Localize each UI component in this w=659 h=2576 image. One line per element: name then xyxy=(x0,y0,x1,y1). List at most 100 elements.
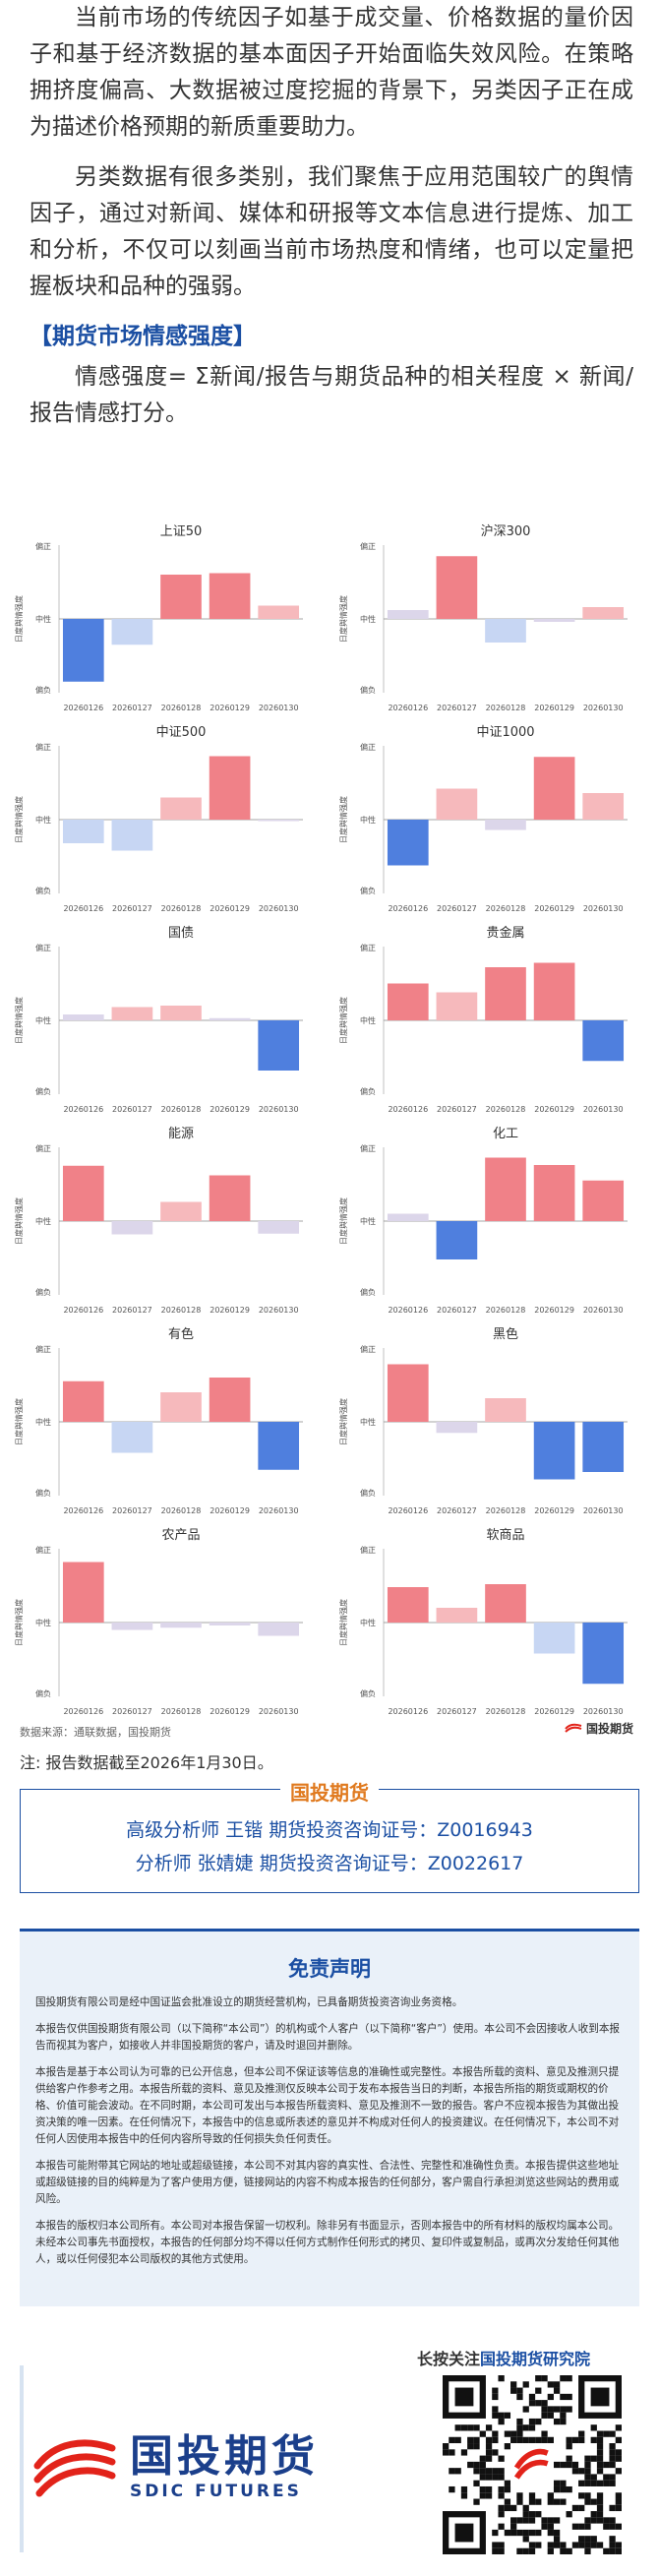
chart-y-tick-label: 偏负 xyxy=(35,1488,51,1498)
chart-title: 软商品 xyxy=(486,1528,524,1543)
chart-x-tick-label: 20260126 xyxy=(63,1105,103,1114)
chart-y-axis-label: 日度舆情强度 xyxy=(338,1599,348,1646)
chart-y-axis-label: 日度舆情强度 xyxy=(338,1398,348,1445)
chart-bar xyxy=(258,1623,300,1636)
chart-y-tick-label: 偏正 xyxy=(35,1545,51,1555)
chart-x-tick-label: 20260128 xyxy=(486,904,526,913)
chart-x-tick-label: 20260129 xyxy=(210,904,250,913)
chart-x-tick-label: 20260127 xyxy=(112,904,152,913)
chart-y-tick-label: 偏负 xyxy=(35,1287,51,1297)
chart-x-tick-label: 20260126 xyxy=(388,1105,428,1114)
chart-bar xyxy=(582,1180,625,1221)
chart-y-axis-label: 日度舆情强度 xyxy=(14,1398,24,1445)
chart-y-tick-label: 偏正 xyxy=(35,943,51,952)
chart-x-tick-label: 20260128 xyxy=(486,1506,526,1515)
chart-x-tick-label: 20260126 xyxy=(63,904,103,913)
sentiment-chart: 软商品 日度舆情强度 偏正 中性 偏负 20260126 20260127 20260128 2… xyxy=(332,1523,645,1720)
follow-prompt: 长按关注国投期货研究院 xyxy=(417,2346,590,2369)
sentiment-chart: 化工 日度舆情强度 偏正 中性 偏负 20260126 20260127 20260128 20… xyxy=(332,1122,645,1319)
footer-logo: 国投期货 SDIC FUTURES xyxy=(33,2423,388,2511)
chart-y-tick-label: 中性 xyxy=(35,1216,51,1226)
analyst-box: 国投期货 高级分析师 王锴 期货投资咨询证号：Z0016943 分析师 张婧婕 … xyxy=(20,1777,639,1893)
chart-x-tick-label: 20260129 xyxy=(534,1707,574,1716)
chart-y-tick-label: 中性 xyxy=(360,1417,376,1427)
footer-logo-en: SDIC FUTURES xyxy=(130,2482,302,2501)
chart-x-tick-label: 20260127 xyxy=(437,1506,477,1515)
chart-bar xyxy=(62,1165,104,1221)
analyst-box-tag: 国投期货 xyxy=(280,1777,379,1806)
chart-bar xyxy=(387,1213,429,1221)
chart-bar xyxy=(62,1014,104,1020)
chart-bar xyxy=(533,619,575,622)
chart-bar xyxy=(582,793,625,820)
chart-y-axis-label: 日度舆情强度 xyxy=(14,1197,24,1245)
chart-y-tick-label: 偏正 xyxy=(35,541,51,551)
chart-x-tick-label: 20260126 xyxy=(388,1306,428,1315)
chart-x-tick-label: 20260127 xyxy=(112,1105,152,1114)
chart-x-tick-label: 20260129 xyxy=(534,1306,574,1315)
chart-x-tick-label: 20260126 xyxy=(388,1506,428,1515)
chart-bar xyxy=(62,820,104,843)
chart-bar xyxy=(436,788,478,820)
chart-title: 黑色 xyxy=(493,1326,518,1342)
chart-y-axis-label: 日度舆情强度 xyxy=(338,796,348,843)
chart-y-tick-label: 中性 xyxy=(35,1015,51,1025)
follow-prefix: 长按关注 xyxy=(417,2350,481,2368)
chart-y-axis-label: 日度舆情强度 xyxy=(14,997,24,1044)
chart-y-tick-label: 偏负 xyxy=(360,1287,376,1297)
chart-y-tick-label: 偏负 xyxy=(35,1086,51,1096)
chart-x-tick-label: 20260130 xyxy=(583,1105,624,1114)
chart-y-tick-label: 偏正 xyxy=(35,1344,51,1354)
disclaimer-title: 免责声明 xyxy=(288,1957,371,1981)
chart-bar xyxy=(209,1175,251,1221)
chart-y-tick-label: 中性 xyxy=(35,614,51,624)
chart-x-tick-label: 20260128 xyxy=(486,1105,526,1114)
chart-y-axis-label: 日度舆情强度 xyxy=(338,997,348,1044)
chart-bar xyxy=(436,1608,478,1623)
chart-x-tick-label: 20260128 xyxy=(161,1506,202,1515)
qr-code[interactable] xyxy=(443,2375,622,2554)
analyst-line-1: 高级分析师 王锴 期货投资咨询证号：Z0016943 xyxy=(126,1819,533,1841)
chart-bar xyxy=(209,756,251,820)
chart-y-axis-label: 日度舆情强度 xyxy=(338,595,348,643)
chart-x-tick-label: 20260127 xyxy=(112,1707,152,1716)
chart-x-tick-label: 20260128 xyxy=(161,904,202,913)
chart-x-tick-label: 20260127 xyxy=(112,1506,152,1515)
sentiment-chart: 农产品 日度舆情强度 偏正 中性 偏负 20260126 20260127 20260128 2… xyxy=(8,1523,321,1720)
chart-x-tick-label: 20260128 xyxy=(486,704,526,712)
formula-text: 情感强度= Σ新闻/报告与期货品种的相关程度 × 新闻/报告情感打分。 xyxy=(30,364,633,426)
chart-x-tick-label: 20260128 xyxy=(161,704,202,712)
chart-bar xyxy=(258,1221,300,1234)
chart-y-tick-label: 中性 xyxy=(360,1216,376,1226)
disclaimer-panel: 免责声明 国投期货有限公司是经中国证监会批准设立的期货经营机构，已具备期货投资咨… xyxy=(20,1929,639,2306)
chart-bar xyxy=(533,757,575,820)
chart-title: 贵金属 xyxy=(486,925,524,941)
data-source: 数据来源：通联数据，国投期货 xyxy=(20,1726,171,1739)
chart-bar xyxy=(258,820,300,822)
chart-x-tick-label: 20260126 xyxy=(388,1707,428,1716)
chart-x-tick-label: 20260127 xyxy=(437,904,477,913)
chart-x-tick-label: 20260130 xyxy=(583,1306,624,1315)
intro-paragraph-1: 当前市场的传统因子如基于成交量、价格数据的量价因子和基于经济数据的基本面因子开始… xyxy=(30,5,633,140)
chart-title: 沪深300 xyxy=(481,523,531,539)
chart-x-tick-label: 20260130 xyxy=(259,1306,299,1315)
chart-bar xyxy=(258,605,300,619)
sentiment-chart: 沪深300 日度舆情强度 偏正 中性 偏负 20260126 20260127 2026012… xyxy=(332,520,645,716)
chart-bar xyxy=(209,573,251,619)
chart-y-tick-label: 偏正 xyxy=(360,541,376,551)
chart-x-tick-label: 20260128 xyxy=(486,1306,526,1315)
chart-y-tick-label: 偏正 xyxy=(360,1545,376,1555)
chart-bar xyxy=(387,820,429,866)
chart-y-tick-label: 中性 xyxy=(360,815,376,825)
disclaimer-paragraph: 本报告是基于本公司认为可靠的已公开信息，但本公司不保证该等信息的准确性或完整性。… xyxy=(35,2066,620,2145)
sentiment-chart: 能源 日度舆情强度 偏正 中性 偏负 20260126 20260127 20260128 20… xyxy=(8,1122,321,1319)
sentiment-chart: 贵金属 日度舆情强度 偏正 中性 偏负 20260126 20260127 20260128 2… xyxy=(332,921,645,1118)
chart-x-tick-label: 20260126 xyxy=(63,704,103,712)
footer-logo-cn: 国投期货 xyxy=(130,2431,319,2482)
chart-bar xyxy=(160,797,202,820)
chart-x-tick-label: 20260129 xyxy=(210,1105,250,1114)
chart-x-tick-label: 20260127 xyxy=(112,1306,152,1315)
